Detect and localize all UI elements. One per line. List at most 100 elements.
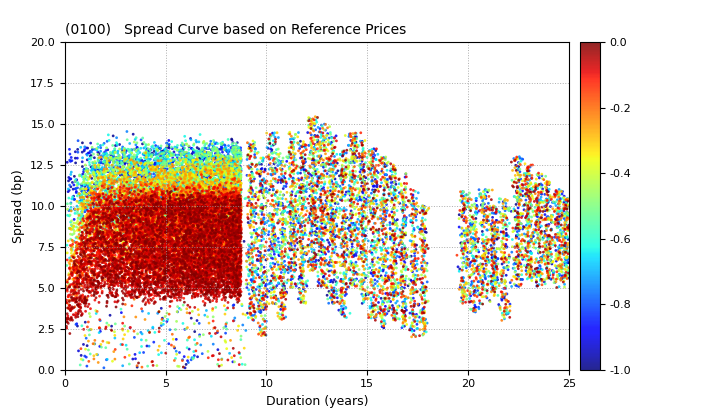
Point: [192, 207, 204, 214]
Point: [526, 234, 537, 240]
Point: [203, 268, 215, 275]
Point: [560, 256, 572, 263]
Point: [152, 208, 163, 215]
Point: [220, 256, 231, 263]
Point: [358, 277, 369, 284]
Point: [514, 155, 526, 162]
Point: [488, 269, 500, 276]
Point: [286, 191, 297, 198]
Point: [522, 202, 534, 209]
Point: [97, 276, 109, 282]
Point: [304, 193, 315, 199]
Point: [277, 209, 289, 216]
Point: [480, 186, 491, 193]
Point: [169, 246, 181, 253]
Point: [225, 235, 236, 242]
Point: [207, 245, 218, 252]
Point: [227, 201, 238, 208]
Point: [213, 275, 225, 281]
Point: [390, 193, 402, 199]
Point: [78, 205, 89, 212]
Point: [135, 254, 146, 260]
Point: [356, 154, 368, 161]
Point: [153, 266, 165, 273]
Point: [220, 249, 232, 256]
Point: [207, 352, 218, 359]
Point: [177, 191, 189, 198]
Point: [180, 184, 192, 191]
Point: [200, 178, 212, 185]
Point: [205, 239, 217, 246]
Point: [144, 176, 156, 183]
Point: [489, 249, 500, 255]
Point: [122, 265, 134, 271]
Point: [222, 164, 233, 171]
Point: [533, 170, 544, 176]
Point: [131, 227, 143, 234]
Point: [364, 264, 375, 271]
Point: [209, 269, 220, 276]
Point: [140, 229, 152, 236]
Point: [491, 231, 503, 238]
Point: [234, 286, 246, 292]
Point: [89, 216, 100, 223]
Point: [207, 197, 218, 203]
Point: [65, 219, 76, 226]
Point: [117, 260, 128, 266]
Point: [233, 208, 245, 215]
Point: [160, 169, 171, 176]
Point: [134, 184, 145, 190]
Point: [212, 228, 223, 234]
Point: [177, 276, 189, 283]
Point: [82, 260, 94, 267]
Point: [184, 221, 195, 228]
Point: [207, 318, 219, 324]
Point: [231, 185, 243, 192]
Point: [122, 170, 134, 177]
Point: [135, 216, 146, 223]
Point: [159, 168, 171, 175]
Point: [148, 182, 160, 189]
Point: [152, 164, 163, 171]
Point: [152, 236, 163, 242]
Point: [194, 185, 206, 192]
Point: [192, 185, 204, 192]
Point: [377, 236, 388, 243]
Point: [162, 253, 174, 260]
Point: [472, 265, 483, 272]
Point: [205, 207, 217, 214]
Point: [308, 253, 320, 260]
Point: [230, 270, 242, 277]
Point: [206, 178, 217, 185]
Point: [294, 200, 306, 207]
Point: [202, 277, 213, 284]
Point: [327, 228, 338, 234]
Point: [231, 184, 243, 191]
Point: [173, 191, 184, 198]
Point: [89, 236, 101, 242]
Point: [157, 244, 168, 250]
Point: [122, 187, 134, 194]
Point: [179, 186, 190, 192]
Point: [368, 195, 379, 202]
Point: [197, 153, 208, 160]
Point: [197, 268, 208, 274]
Point: [81, 225, 92, 232]
Point: [235, 271, 246, 278]
Point: [181, 262, 192, 269]
Point: [199, 181, 211, 188]
Point: [215, 153, 227, 160]
Point: [225, 244, 237, 251]
Point: [82, 240, 94, 247]
Point: [148, 254, 159, 260]
Point: [191, 252, 202, 259]
Point: [114, 259, 126, 265]
Point: [204, 281, 215, 288]
Point: [217, 194, 228, 200]
Point: [194, 194, 206, 201]
Point: [249, 154, 261, 160]
Point: [204, 268, 215, 274]
Point: [552, 190, 564, 197]
Point: [139, 154, 150, 161]
Point: [541, 268, 553, 274]
